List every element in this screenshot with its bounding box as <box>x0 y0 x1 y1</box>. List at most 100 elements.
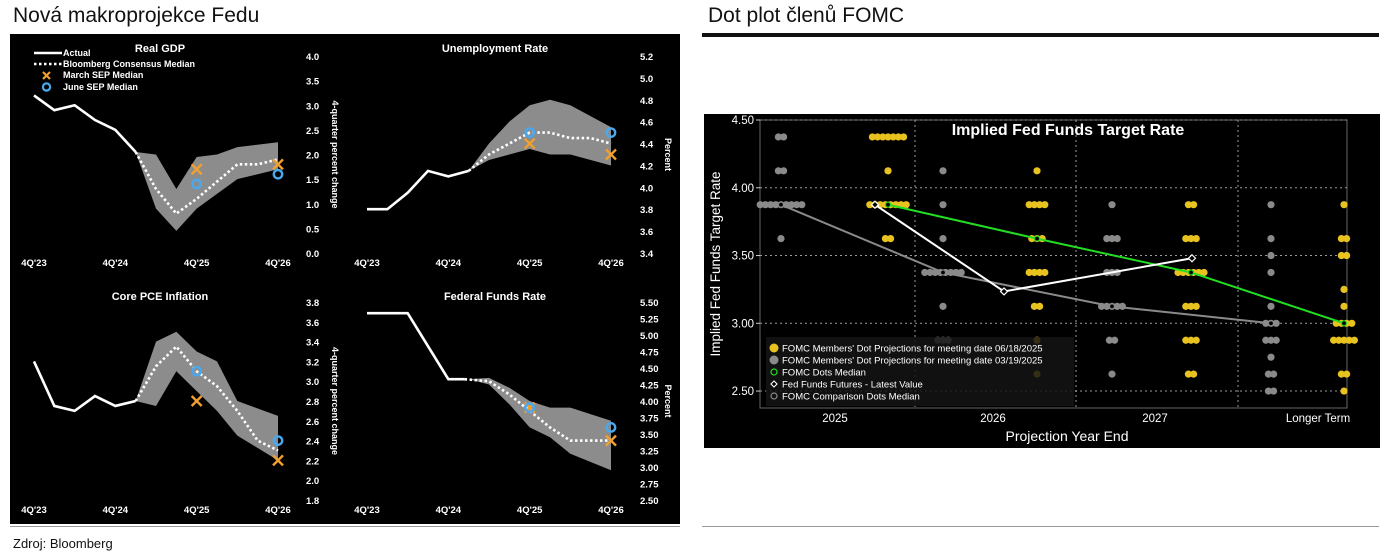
march-dot <box>1267 201 1275 209</box>
march-dot <box>1103 234 1111 243</box>
y-tick-label: 3.25 <box>640 447 659 458</box>
legend-consensus-label: Bloomberg Consensus Median <box>63 59 195 69</box>
legend-march-label: March SEP Median <box>63 70 143 80</box>
march-dot <box>1264 387 1272 395</box>
y-tick-label: 2.5 <box>306 126 320 137</box>
x-tick-label: 2025 <box>822 413 848 425</box>
x-tick-label: 4Q'24 <box>436 258 462 269</box>
macro-chart-4: Federal Funds Rate 5.50 5.25 5.00 4.75 4.50 4.… <box>354 291 673 516</box>
x-axis-title: Projection Year End <box>1006 428 1129 444</box>
legend-march-dot-swatch <box>769 355 779 365</box>
x-tick-label: 4Q'26 <box>598 505 624 516</box>
march-dot <box>1264 370 1272 378</box>
june-dot <box>881 234 889 243</box>
y-tick-label: 5.00 <box>640 331 659 342</box>
june-dot <box>1036 201 1044 209</box>
june-dot <box>1182 302 1190 310</box>
march-dot <box>1267 251 1275 260</box>
june-dot <box>902 201 910 209</box>
futures-marker <box>1187 253 1197 263</box>
y-tick-label: 4.75 <box>640 348 659 359</box>
y-tick-label: 3.75 <box>640 414 659 425</box>
march-dot <box>1108 201 1116 209</box>
june-dot <box>1343 370 1351 378</box>
y-tick-label: 3.5 <box>306 77 320 88</box>
y-tick-label: 4.2 <box>640 161 653 172</box>
june-dot <box>1340 302 1348 310</box>
june-sep-marker <box>191 365 203 377</box>
x-tick-label: 4Q'25 <box>184 505 210 516</box>
comparison-median-marker <box>1267 320 1275 327</box>
june-sep-marker <box>272 168 284 180</box>
y-tick-label: 1.5 <box>306 175 320 186</box>
june-dot <box>1350 336 1358 344</box>
x-tick-label: 4Q'25 <box>517 505 543 516</box>
x-tick-label: 4Q'25 <box>184 258 210 269</box>
actual-line <box>32 360 136 413</box>
june-dot <box>884 167 892 175</box>
futures-marker <box>870 200 880 210</box>
march-dot <box>793 201 801 209</box>
june-dot <box>1337 251 1345 260</box>
june-sep-marker <box>524 127 536 139</box>
june-dot <box>866 201 874 209</box>
june-dot <box>1041 201 1049 209</box>
june-dot <box>1192 302 1200 310</box>
x-tick-label: Longer Term <box>1286 413 1350 425</box>
legend-entry-label: FOMC Members' Dot Projections for meetin… <box>782 344 1043 355</box>
x-tick-label: 4Q'26 <box>598 258 624 269</box>
legend-entry-label: FOMC Comparison Dots Median <box>782 392 920 403</box>
march-dot <box>774 133 782 141</box>
macro-chart-title: Core PCE Inflation <box>112 291 209 303</box>
june-dot <box>1343 251 1351 260</box>
march-dot <box>774 167 782 175</box>
forecast-range-band <box>468 377 611 471</box>
june-dot <box>1036 268 1044 277</box>
y-tick-label: 4.00 <box>640 397 659 408</box>
y-tick-label: 0.0 <box>306 249 319 260</box>
june-dot <box>1192 336 1200 344</box>
march-dot <box>939 201 947 209</box>
x-tick-label: 4Q'25 <box>517 258 543 269</box>
y-tick-label: 3.8 <box>306 298 319 309</box>
y-tick-label: 4.00 <box>732 183 754 195</box>
x-tick-label: 4Q'24 <box>103 258 129 269</box>
y-tick-label: 3.6 <box>306 318 319 329</box>
march-dot <box>777 234 785 243</box>
y-tick-label: 3.0 <box>306 377 319 388</box>
y-tick-label: 1.8 <box>306 496 319 507</box>
forecast-range-band <box>135 331 278 461</box>
legend-june-dot-swatch <box>769 343 779 353</box>
march-dot <box>787 201 795 209</box>
source-note: Zdroj: Bloomberg <box>13 536 113 551</box>
march-dot <box>1108 234 1116 243</box>
june-dot <box>1030 201 1038 209</box>
march-dot <box>1105 336 1113 344</box>
y-tick-label: 3.6 <box>640 227 653 238</box>
march-dot <box>1262 336 1270 344</box>
consensus-median-line <box>467 131 612 172</box>
fomc-median-line <box>887 203 1345 325</box>
actual-line <box>33 94 137 153</box>
dot-plot-svg: 4.50 4.00 3.50 3.00 2.50 2025 2026 2027 Longer T… <box>708 115 1358 444</box>
june-dot <box>1036 302 1044 310</box>
y-tick-label: 2.50 <box>640 496 659 507</box>
june-dot <box>884 133 892 141</box>
march-dot <box>1270 387 1278 395</box>
fomc-median-marker <box>1033 235 1041 242</box>
june-dot <box>1330 336 1338 344</box>
march-sep-marker <box>190 163 203 176</box>
x-tick-label: 4Q'23 <box>354 258 380 269</box>
y-tick-label: 3.50 <box>640 430 659 441</box>
june-dot <box>900 133 908 141</box>
y-tick-label: 2.8 <box>306 397 319 408</box>
fomc-median-marker <box>884 201 892 208</box>
y-tick-label: 5.0 <box>640 74 653 85</box>
futures-line <box>874 203 1193 293</box>
june-dot <box>1025 268 1033 277</box>
june-dot <box>1025 201 1033 209</box>
march-dot <box>1267 268 1275 277</box>
fomc-median-marker <box>1340 320 1348 327</box>
y-tick-label: 5.25 <box>640 315 659 326</box>
forecast-range-band <box>468 99 611 171</box>
